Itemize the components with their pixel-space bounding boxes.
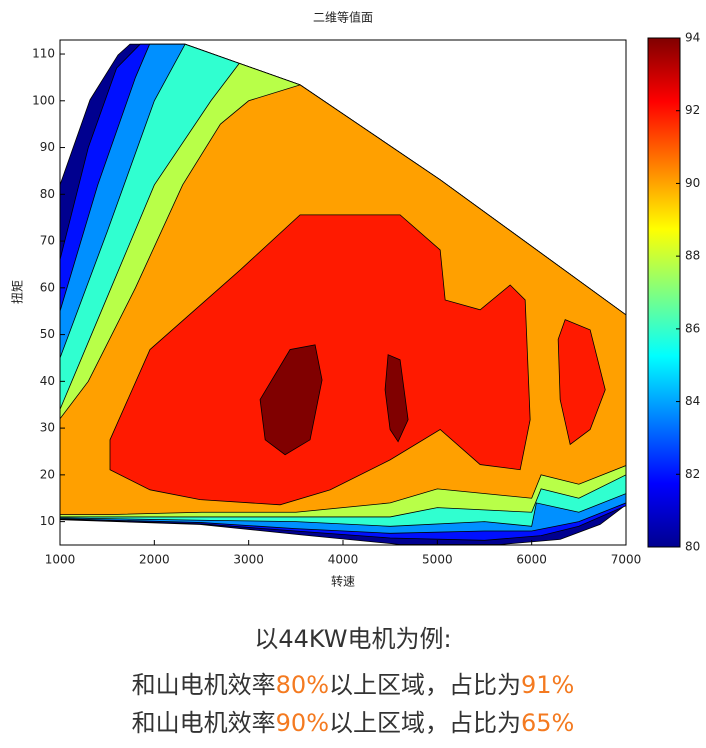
caption-line: 和山电机效率90%以上区域，占比为65% (132, 709, 575, 737)
caption-line: 和山电机效率80%以上区域，占比为91% (132, 671, 575, 699)
y-axis-label: 扭矩 (11, 280, 25, 304)
y-tick-label: 60 (40, 280, 55, 294)
x-tick-label: 3000 (233, 553, 264, 567)
y-tick-label: 100 (32, 93, 55, 107)
colorbar-tick-label: 84 (685, 394, 700, 408)
colorbar-tick-label: 80 (685, 540, 700, 554)
caption-segment: 和山电机效率 (132, 709, 276, 737)
x-tick-label: 1000 (45, 553, 76, 567)
caption-segment: 以上区域，占比为 (329, 709, 521, 737)
x-tick-label: 6000 (516, 553, 547, 567)
caption-segment: 90% (276, 709, 329, 737)
caption-segment: 65% (521, 709, 574, 737)
caption-segment: 和山电机效率 (132, 671, 276, 699)
y-tick-label: 30 (40, 421, 55, 435)
colorbar (647, 37, 681, 548)
colorbar-tick-label: 94 (685, 31, 700, 45)
colorbar-tick-label: 82 (685, 467, 700, 481)
y-tick-label: 40 (40, 374, 55, 388)
caption-segment: 以上区域，占比为 (329, 671, 521, 699)
y-tick-label: 80 (40, 187, 55, 201)
y-tick-label: 10 (40, 514, 55, 528)
contour-region (109, 214, 531, 506)
x-tick-label: 5000 (422, 553, 453, 567)
caption-segment: 80% (276, 671, 329, 699)
caption-segment: 91% (521, 671, 574, 699)
contour-region (384, 354, 409, 443)
y-tick-label: 90 (40, 140, 55, 154)
chart-title: 二维等值面 (313, 10, 373, 25)
contour-region (259, 344, 323, 456)
caption-intro: 以44KW电机为例: (254, 625, 451, 653)
x-tick-label: 4000 (328, 553, 359, 567)
y-tick-label: 70 (40, 234, 55, 248)
y-tick-label: 20 (40, 467, 55, 481)
x-tick-label: 2000 (139, 553, 170, 567)
colorbar-tick-label: 90 (685, 176, 700, 190)
contour-region (557, 319, 606, 446)
x-tick-label: 7000 (611, 553, 642, 567)
y-tick-label: 110 (32, 47, 55, 61)
colorbar-tick-label: 92 (685, 103, 700, 117)
y-tick-label: 50 (40, 327, 55, 341)
x-axis-label: 转速 (331, 574, 355, 589)
colorbar-tick-label: 86 (685, 321, 700, 335)
colorbar-tick-label: 88 (685, 249, 700, 263)
